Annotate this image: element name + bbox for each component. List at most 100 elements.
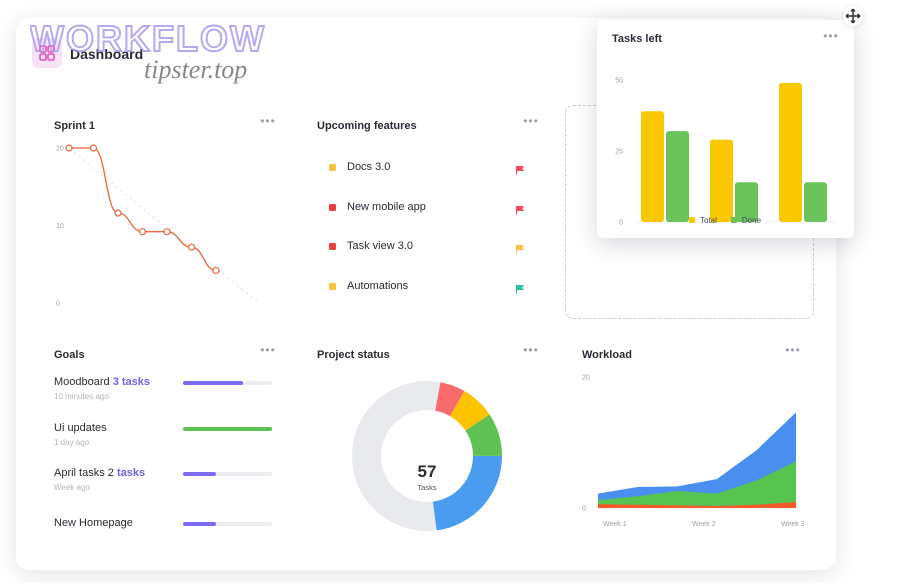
goal-progress-fill bbox=[183, 472, 216, 476]
goal-name-text: New Homepage bbox=[54, 517, 133, 529]
tasks-total-label: Tasks bbox=[417, 483, 436, 492]
tasks-y-tick: 25 bbox=[615, 149, 623, 156]
feature-label: Task view 3.0 bbox=[347, 240, 414, 252]
feature-label: New mobile app bbox=[347, 201, 426, 213]
feature-item[interactable]: Task view 3.0 bbox=[317, 237, 527, 257]
goal-progress-fill bbox=[183, 522, 216, 526]
donut-slice bbox=[435, 382, 465, 417]
sprint-card: Sprint 1 ••• 20 10 0 bbox=[54, 115, 279, 325]
donut-slice bbox=[432, 455, 502, 531]
goals-title: Goals bbox=[54, 349, 85, 361]
priority-flag-icon[interactable] bbox=[515, 241, 525, 259]
goal-progress-bar bbox=[183, 472, 272, 476]
priority-flag-icon[interactable] bbox=[515, 162, 525, 180]
move-icon[interactable] bbox=[843, 6, 863, 26]
goal-name-text: Ui updates bbox=[54, 422, 107, 434]
tasks-bar-total bbox=[641, 111, 664, 222]
tasks-bar-done bbox=[804, 182, 827, 222]
goal-name: Ui updates bbox=[54, 422, 107, 434]
project-status-more-icon[interactable]: ••• bbox=[523, 343, 539, 357]
sprint-point bbox=[65, 144, 73, 152]
tasks-left-chart: 50 25 0 bbox=[615, 78, 835, 226]
goal-item[interactable]: Moodboard 3 tasks 10 minutes ago bbox=[54, 376, 279, 410]
sprint-point bbox=[89, 144, 98, 152]
goal-progress-bar bbox=[183, 427, 272, 431]
sprint-guideline bbox=[68, 147, 260, 304]
sprint-y-tick: 20 bbox=[56, 146, 64, 153]
goal-name: Moodboard 3 tasks bbox=[54, 376, 150, 388]
features-title: Upcoming features bbox=[317, 120, 417, 132]
tasks-bar-total bbox=[779, 82, 802, 222]
priority-flag-icon[interactable] bbox=[515, 281, 525, 299]
goal-task-count: tasks bbox=[116, 467, 146, 479]
workload-more-icon[interactable]: ••• bbox=[785, 343, 801, 357]
feature-item[interactable]: New mobile app bbox=[317, 198, 527, 218]
goal-item[interactable]: April tasks 2 tasks Week ago bbox=[54, 467, 279, 501]
workload-chart: 20 0 Week 1 Week 2 Week 3 bbox=[582, 375, 805, 529]
workload-area bbox=[598, 461, 796, 508]
sprint-line bbox=[69, 147, 217, 272]
goal-item[interactable]: Ui updates 1 day ago bbox=[54, 422, 279, 456]
feature-item[interactable]: Automations bbox=[317, 277, 527, 297]
donut-slice bbox=[449, 390, 490, 431]
feature-status-icon bbox=[329, 283, 336, 290]
feature-status-icon bbox=[329, 204, 336, 211]
goal-timestamp: 10 minutes ago bbox=[54, 392, 109, 401]
tasks-bar-total bbox=[710, 139, 733, 222]
workload-y-tick: 20 bbox=[582, 375, 590, 382]
feature-status-icon bbox=[329, 164, 336, 171]
priority-flag-icon[interactable] bbox=[515, 202, 525, 220]
project-status-donut: 57 Tasks bbox=[352, 381, 502, 531]
tasks-bar-done bbox=[735, 182, 758, 222]
goal-timestamp: Week ago bbox=[54, 483, 90, 492]
goal-name: April tasks 2 tasks bbox=[54, 467, 145, 479]
goal-progress-bar bbox=[183, 381, 272, 385]
tasks-total: 57 bbox=[418, 462, 437, 481]
goal-timestamp: 1 day ago bbox=[54, 438, 90, 447]
goals-card: Goals ••• Moodboard 3 tasks 10 minutes ag… bbox=[54, 344, 279, 551]
donut-slice bbox=[352, 381, 441, 531]
goal-item[interactable]: New Homepage bbox=[54, 517, 279, 551]
sprint-burndown-chart: 20 10 0 bbox=[56, 144, 260, 308]
goal-name: New Homepage bbox=[54, 517, 133, 529]
sprint-point bbox=[212, 266, 220, 275]
goal-task-count: 3 tasks bbox=[112, 376, 151, 388]
goal-progress-bar bbox=[183, 522, 272, 526]
page-title: Dashboard bbox=[70, 46, 144, 62]
workload-x-tick: Week 3 bbox=[781, 521, 805, 528]
workload-x-tick: Week 1 bbox=[603, 521, 627, 528]
project-status-card: Project status ••• 57 Tasks bbox=[317, 344, 542, 549]
tasks-left-title: Tasks left bbox=[612, 33, 662, 45]
donut-slice bbox=[465, 414, 502, 456]
sprint-title: Sprint 1 bbox=[54, 120, 95, 132]
sprint-y-tick: 0 bbox=[56, 301, 60, 308]
tasks-left-more-icon[interactable]: ••• bbox=[823, 29, 839, 43]
goal-name-text: Moodboard bbox=[54, 376, 113, 388]
goals-more-icon[interactable]: ••• bbox=[260, 343, 276, 357]
features-card: Upcoming features ••• Docs 3.0 New mobile… bbox=[317, 115, 542, 325]
workload-y-tick: 0 bbox=[582, 506, 586, 513]
tasks-left-widget[interactable]: Tasks left ••• 50 25 0 Total Done bbox=[597, 20, 854, 238]
sprint-more-icon[interactable]: ••• bbox=[260, 114, 276, 128]
project-status-title: Project status bbox=[317, 349, 390, 361]
tasks-left-legend: Total Done bbox=[689, 216, 761, 225]
feature-status-icon bbox=[329, 243, 336, 250]
feature-label: Docs 3.0 bbox=[347, 161, 391, 173]
feature-item[interactable]: Docs 3.0 bbox=[317, 158, 527, 178]
legend-done: Done bbox=[730, 216, 762, 225]
workload-area bbox=[598, 502, 796, 508]
legend-total-label: Total bbox=[700, 216, 717, 225]
dashboard-icon[interactable] bbox=[32, 38, 62, 68]
legend-total: Total bbox=[689, 216, 717, 225]
sprint-point bbox=[163, 228, 171, 236]
legend-done-label: Done bbox=[741, 216, 762, 225]
sprint-y-tick: 10 bbox=[56, 223, 64, 230]
features-more-icon[interactable]: ••• bbox=[523, 114, 539, 128]
sprint-point bbox=[114, 209, 122, 217]
tasks-y-tick: 0 bbox=[619, 220, 623, 226]
goal-name-text: April tasks 2 bbox=[54, 467, 117, 479]
workload-x-tick: Week 2 bbox=[692, 521, 716, 528]
goal-progress-fill bbox=[183, 427, 272, 431]
workload-title: Workload bbox=[582, 349, 632, 361]
tasks-y-tick: 50 bbox=[615, 78, 623, 85]
